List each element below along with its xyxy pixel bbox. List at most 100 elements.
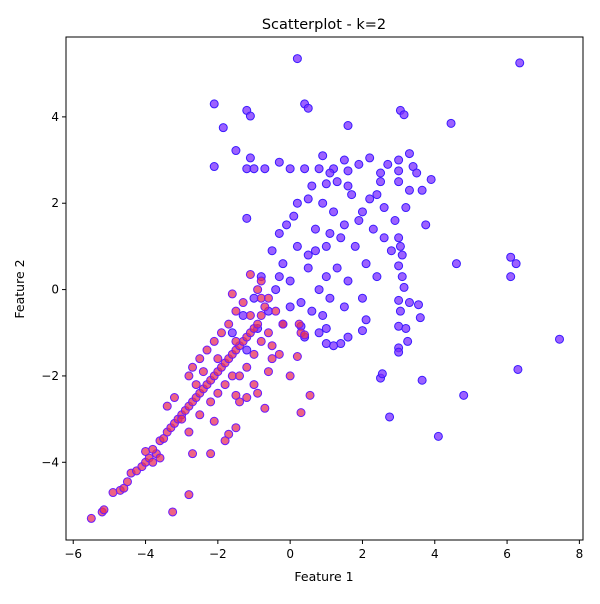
cluster-0-point xyxy=(314,285,324,295)
cluster-0-point xyxy=(318,151,328,161)
cluster-0-point xyxy=(321,241,331,251)
cluster-0-point xyxy=(321,339,331,349)
cluster-0-point xyxy=(414,300,423,310)
cluster-1-point xyxy=(242,393,252,403)
cluster-0-point xyxy=(394,166,404,176)
cluster-0-point xyxy=(403,336,413,346)
cluster-0-point xyxy=(404,149,414,159)
cluster-0-point xyxy=(354,216,364,225)
cluster-0-point xyxy=(412,168,422,178)
cluster-0-point xyxy=(249,164,259,174)
cluster-0-point xyxy=(329,207,339,217)
cluster-1-point xyxy=(249,380,259,390)
cluster-1-point xyxy=(260,403,270,413)
cluster-0-point xyxy=(433,431,443,441)
cluster-0-point xyxy=(451,259,461,269)
cluster-1-point xyxy=(296,408,306,418)
cluster-0-point xyxy=(390,216,400,225)
cluster-0-point xyxy=(292,54,302,64)
cluster-0-point xyxy=(209,99,219,109)
cluster-0-point xyxy=(395,241,405,251)
cluster-0-point xyxy=(404,298,414,308)
cluster-0-point xyxy=(357,207,367,217)
cluster-1-point xyxy=(300,330,310,340)
cluster-1-point xyxy=(245,310,255,320)
cluster-1-point xyxy=(263,293,273,303)
cluster-0-point xyxy=(260,164,270,174)
cluster-1-point xyxy=(209,336,219,346)
cluster-0-point xyxy=(506,272,516,282)
cluster-0-point xyxy=(511,259,521,269)
cluster-0-point xyxy=(285,164,295,174)
plot-frame xyxy=(65,36,584,541)
cluster-0-point xyxy=(417,185,427,195)
cluster-0-point xyxy=(459,390,469,400)
cluster-0-point xyxy=(339,155,349,165)
cluster-1-point xyxy=(220,436,230,446)
cluster-0-point xyxy=(379,203,389,213)
cluster-0-point xyxy=(555,334,564,344)
cluster-0-point xyxy=(394,347,404,357)
cluster-0-point xyxy=(354,159,364,169)
cluster-1-point xyxy=(227,289,237,299)
cluster-0-point xyxy=(332,263,342,273)
cluster-0-point xyxy=(285,302,295,312)
cluster-1-point xyxy=(213,354,223,364)
cluster-0-point xyxy=(506,252,516,262)
cluster-0-point xyxy=(289,211,299,221)
x-axis: −6 −4 −2 0 2 4 6 8 xyxy=(64,540,583,561)
cluster-0-point xyxy=(245,111,255,121)
cluster-0-point xyxy=(325,228,335,238)
cluster-0-point xyxy=(227,328,237,338)
cluster-0-point xyxy=(282,220,292,230)
cluster-1-point xyxy=(122,477,132,487)
cluster-0-point xyxy=(372,190,382,200)
cluster-0-point xyxy=(394,177,404,187)
cluster-0-point xyxy=(385,412,395,422)
cluster-1-point xyxy=(263,367,273,377)
cluster-1-point xyxy=(267,341,277,351)
x-axis-label: Feature 1 xyxy=(294,569,353,584)
cluster-1-point xyxy=(285,371,295,381)
x-tick-label: 2 xyxy=(359,547,367,561)
cluster-1-point xyxy=(169,393,179,403)
cluster-0-point xyxy=(368,224,378,234)
cluster-0-point xyxy=(365,153,375,163)
cluster-1-point xyxy=(249,349,259,359)
cluster-1-point xyxy=(278,319,288,329)
cluster-1-point xyxy=(253,319,263,329)
cluster-1-point xyxy=(177,414,187,424)
x-tick-label: 0 xyxy=(286,547,294,561)
y-axis-label: Feature 2 xyxy=(12,259,27,318)
y-tick-label: 0 xyxy=(51,283,59,297)
cluster-1-point xyxy=(231,336,241,346)
cluster-0-point xyxy=(395,306,405,316)
cluster-0-point xyxy=(303,250,313,260)
cluster-1-point xyxy=(155,453,165,463)
cluster-0-point xyxy=(379,233,389,243)
cluster-0-point xyxy=(417,375,427,385)
cluster-0-point xyxy=(325,168,335,178)
cluster-0-point xyxy=(336,233,346,243)
cluster-0-point xyxy=(372,272,382,282)
cluster-0-point xyxy=(394,261,404,271)
cluster-0-point xyxy=(310,224,320,234)
cluster-1-point xyxy=(184,371,194,381)
cluster-1-point xyxy=(231,423,241,433)
cluster-1-point xyxy=(184,427,194,437)
cluster-0-point xyxy=(292,241,302,251)
cluster-1-point xyxy=(263,328,273,338)
cluster-1-point xyxy=(195,410,205,420)
cluster-0-point xyxy=(343,181,353,191)
cluster-0-point xyxy=(339,302,349,312)
cluster-1-point xyxy=(184,490,194,500)
cluster-0-point xyxy=(307,306,317,316)
cluster-1-point xyxy=(235,371,245,381)
cluster-0-point xyxy=(274,228,284,238)
cluster-0-point xyxy=(397,272,407,282)
y-tick-label: 4 xyxy=(51,110,59,124)
cluster-1-point xyxy=(198,367,208,377)
cluster-0-point xyxy=(404,185,414,195)
cluster-0-point xyxy=(242,345,252,355)
